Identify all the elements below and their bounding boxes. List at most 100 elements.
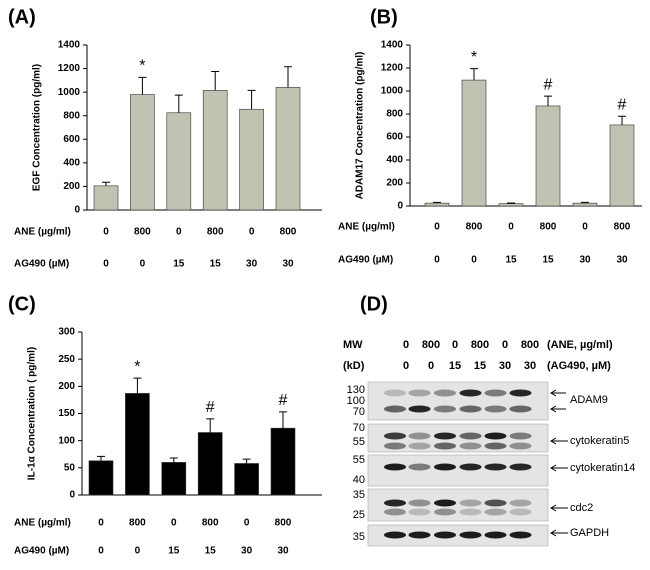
blot-strip <box>367 454 549 487</box>
blot-header: MW <box>343 339 363 351</box>
blot-band <box>459 508 482 516</box>
row-value: 800 <box>614 222 631 233</box>
blot-band <box>434 405 456 413</box>
row-value: 30 <box>241 546 253 557</box>
row-value: 30 <box>246 259 258 270</box>
bar <box>161 462 187 496</box>
blot-header: 15 <box>474 360 486 372</box>
bar <box>572 202 598 207</box>
mw-label: 55 <box>353 436 365 448</box>
blot-band <box>434 508 456 516</box>
blot-band <box>509 432 532 440</box>
error-bar <box>433 201 441 204</box>
blot-band <box>459 442 482 450</box>
blot-band <box>484 405 507 413</box>
y-tick-label: 1400 <box>58 40 81 51</box>
blot-band <box>459 499 482 507</box>
blot-band <box>484 531 507 539</box>
band-label: cytokeratin5 <box>570 435 629 447</box>
blot-band <box>384 432 406 440</box>
row-value: 0 <box>582 222 588 233</box>
blot-band <box>509 499 532 507</box>
row-value: 0 <box>135 546 141 557</box>
row-label: AG490 (µM) <box>338 255 393 266</box>
row-value: 800 <box>202 518 219 529</box>
y-axis-title: EGF Concentration (pg/ml) <box>32 64 43 191</box>
blot-band <box>459 405 482 413</box>
error-bar <box>544 95 552 106</box>
row-value: 0 <box>98 518 104 529</box>
band-label: GAPDH <box>570 527 609 539</box>
arrow <box>550 389 566 397</box>
blot-band <box>408 499 431 507</box>
row-value: 800 <box>275 518 292 529</box>
blot-band <box>384 389 406 397</box>
row-value: 0 <box>140 259 146 270</box>
mw-label: 130 <box>347 384 365 396</box>
blot-band <box>384 508 406 516</box>
blot-band <box>459 463 482 471</box>
bar <box>424 202 450 207</box>
annotation: * <box>134 358 140 375</box>
blot-header: 0 <box>502 339 508 351</box>
error-bar <box>174 94 183 113</box>
arrow <box>550 504 568 512</box>
error-bar <box>470 68 478 81</box>
blot-band <box>459 432 482 440</box>
arrow <box>550 529 568 537</box>
row-value: 800 <box>540 222 557 233</box>
blot-band <box>384 463 406 471</box>
blot-band <box>434 432 456 440</box>
row-label: ANE (µg/ml) <box>14 227 71 238</box>
row-value: 0 <box>434 255 440 266</box>
blot-header: 800 <box>471 339 489 351</box>
bar <box>93 185 119 211</box>
blot-band <box>408 432 431 440</box>
y-tick-label: 300 <box>58 327 75 338</box>
y-tick-label: 400 <box>63 157 80 168</box>
row-label: ANE (µg/ml) <box>338 222 395 233</box>
blot-strip <box>367 524 549 547</box>
row-value: 800 <box>207 227 224 238</box>
y-tick-label: 800 <box>63 110 80 121</box>
blot-band <box>434 389 456 397</box>
row-value: 30 <box>277 546 289 557</box>
bar <box>609 124 635 207</box>
blot-band <box>384 499 406 507</box>
band-label: cdc2 <box>570 502 593 514</box>
arrow <box>550 405 566 413</box>
blot-band <box>408 405 431 413</box>
blot-band <box>434 499 456 507</box>
mw-label: 25 <box>353 509 365 521</box>
bar <box>202 90 228 211</box>
row-value: 0 <box>434 222 440 233</box>
row-value: 15 <box>205 546 217 557</box>
annotation: # <box>618 97 627 114</box>
row-label: AG490 (µM) <box>14 259 69 270</box>
arrow <box>550 437 568 445</box>
blot-band <box>484 499 507 507</box>
bar <box>275 87 301 211</box>
mw-label: 35 <box>353 531 365 543</box>
row-value: 0 <box>471 255 477 266</box>
band-label: cytokeratin14 <box>570 462 635 474</box>
annotation: # <box>544 76 553 93</box>
error-bar <box>102 181 110 186</box>
error-bar <box>581 201 589 204</box>
bar <box>270 427 296 496</box>
row-value: 800 <box>134 227 151 238</box>
panel-label: (B) <box>370 6 398 28</box>
row-value: 15 <box>168 546 180 557</box>
error-bar <box>242 458 251 464</box>
error-bar <box>206 418 215 433</box>
y-tick-label: 200 <box>58 381 75 392</box>
row-value: 800 <box>280 227 297 238</box>
mw-label: 70 <box>353 422 365 434</box>
y-tick-label: 0 <box>74 205 80 216</box>
error-bar <box>279 411 287 429</box>
annotation: * <box>139 58 145 75</box>
row-value: 30 <box>282 259 294 270</box>
error-bar <box>284 66 292 88</box>
blot-header: 0 <box>403 360 409 372</box>
